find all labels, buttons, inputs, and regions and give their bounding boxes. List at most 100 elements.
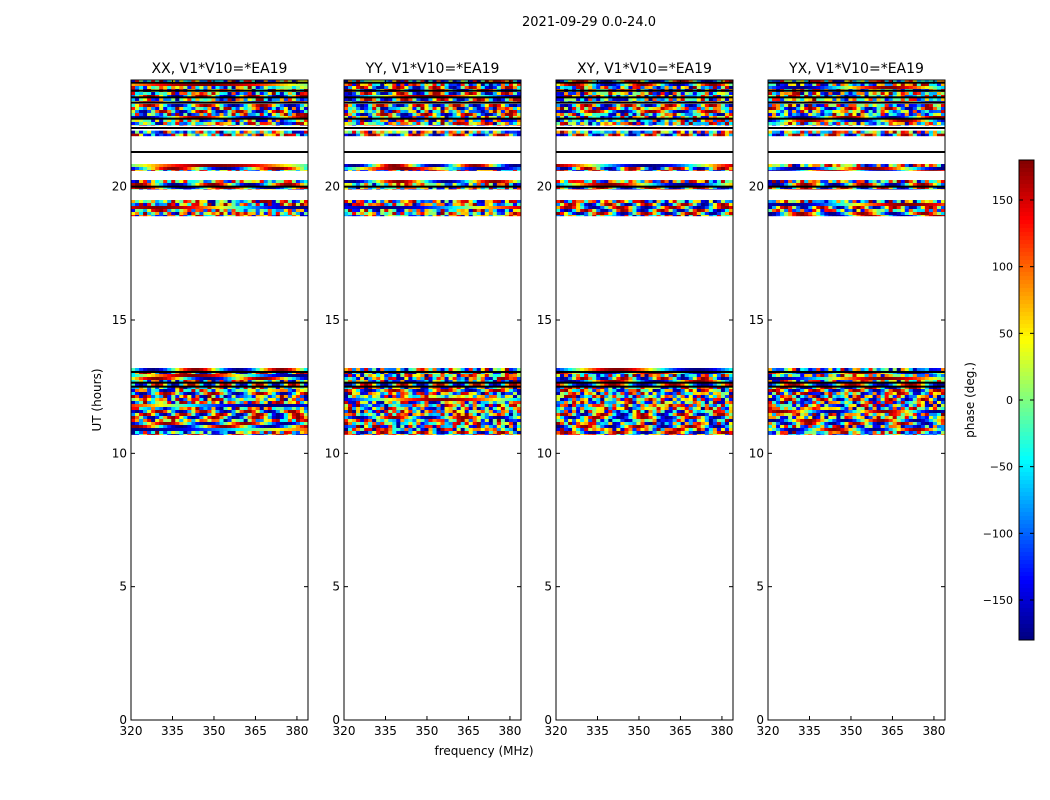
heatmap-cell bbox=[436, 164, 441, 168]
heatmap-cell bbox=[267, 395, 273, 399]
heatmap-cell bbox=[488, 368, 494, 372]
heatmap-cell bbox=[492, 130, 498, 134]
heatmap-cell bbox=[448, 110, 453, 114]
heatmap-cell bbox=[380, 183, 385, 187]
heatmap-cell bbox=[492, 98, 498, 102]
heatmap-cell bbox=[440, 98, 445, 102]
heatmap-cell bbox=[187, 119, 192, 123]
heatmap-cell bbox=[279, 83, 285, 87]
heatmap-cell bbox=[239, 92, 244, 96]
heatmap-cell bbox=[376, 104, 381, 108]
heatmap-cell bbox=[299, 167, 305, 171]
heatmap-cell bbox=[291, 170, 297, 171]
heatmap-cell bbox=[368, 203, 373, 207]
heatmap-cell bbox=[496, 107, 502, 111]
heatmap-cell bbox=[167, 125, 172, 126]
heatmap-cell bbox=[356, 200, 361, 204]
heatmap-cell bbox=[287, 368, 293, 372]
heatmap-cell bbox=[380, 215, 385, 217]
heatmap-cell bbox=[131, 407, 136, 411]
heatmap-cell bbox=[460, 428, 465, 432]
heatmap-cell bbox=[372, 107, 377, 111]
heatmap-cell bbox=[396, 200, 401, 204]
heatmap-cell bbox=[179, 434, 184, 435]
heatmap-cell bbox=[432, 110, 437, 114]
heatmap-cell bbox=[143, 398, 148, 402]
heatmap-cell bbox=[247, 392, 252, 396]
heatmap-cell bbox=[239, 209, 244, 213]
heatmap-cell bbox=[504, 434, 510, 435]
heatmap-cell bbox=[440, 404, 445, 408]
heatmap-cell bbox=[492, 200, 498, 204]
heatmap-cell bbox=[239, 215, 244, 217]
heatmap-cell bbox=[291, 212, 297, 216]
heatmap-cell bbox=[211, 110, 216, 114]
heatmap-cell bbox=[380, 107, 385, 111]
heatmap-cell bbox=[211, 86, 216, 90]
heatmap-cell bbox=[488, 164, 494, 168]
heatmap-cell bbox=[344, 368, 349, 372]
heatmap-cell bbox=[215, 389, 220, 393]
heatmap-cell bbox=[151, 86, 156, 90]
heatmap-cell bbox=[352, 189, 357, 190]
heatmap-cell bbox=[488, 119, 494, 123]
heatmap-cell bbox=[219, 380, 224, 384]
heatmap-cell bbox=[384, 425, 389, 429]
heatmap-cell bbox=[392, 404, 397, 408]
heatmap-cell bbox=[448, 116, 453, 120]
heatmap-cell bbox=[468, 98, 474, 102]
heatmap-cell bbox=[135, 83, 140, 87]
heatmap-cell bbox=[163, 428, 168, 432]
heatmap-cell bbox=[255, 212, 261, 216]
heatmap-cell bbox=[492, 203, 498, 207]
heatmap-cell bbox=[223, 107, 228, 111]
heatmap-cell bbox=[295, 422, 301, 426]
heatmap-cell bbox=[251, 183, 256, 187]
heatmap-cell bbox=[251, 404, 256, 408]
heatmap-cell bbox=[348, 389, 353, 393]
heatmap-cell bbox=[271, 383, 277, 387]
heatmap-cell bbox=[151, 167, 156, 171]
heatmap-cell bbox=[251, 133, 256, 137]
heatmap-cell bbox=[392, 110, 397, 114]
heatmap-cell bbox=[279, 110, 285, 114]
heatmap-cell bbox=[436, 183, 441, 187]
heatmap-cell bbox=[344, 395, 349, 399]
heatmap-cell bbox=[295, 431, 301, 435]
heatmap-cell bbox=[436, 212, 441, 216]
heatmap-cell bbox=[368, 398, 373, 402]
heatmap-cell bbox=[295, 200, 301, 204]
heatmap-cell bbox=[448, 80, 453, 84]
heatmap-cell bbox=[203, 104, 208, 108]
heatmap-cell bbox=[364, 98, 369, 102]
heatmap-cell bbox=[676, 374, 681, 378]
heatmap-cell bbox=[155, 167, 160, 171]
heatmap-cell bbox=[496, 401, 502, 405]
heatmap-cell bbox=[356, 98, 361, 102]
y-tick-label: 5 bbox=[119, 580, 127, 594]
heatmap-cell bbox=[508, 113, 514, 117]
heatmap-cell bbox=[147, 419, 152, 423]
heatmap-cell bbox=[468, 392, 474, 396]
heatmap-cell bbox=[287, 107, 293, 111]
heatmap-cell bbox=[584, 377, 589, 381]
heatmap-cell bbox=[155, 110, 160, 114]
heatmap-cell bbox=[159, 167, 164, 171]
heatmap-cell bbox=[568, 377, 573, 381]
heatmap-cell bbox=[348, 200, 353, 204]
heatmap-cell bbox=[135, 410, 140, 414]
heatmap-cell bbox=[299, 98, 305, 102]
heatmap-cell bbox=[464, 380, 469, 384]
heatmap-cell bbox=[384, 98, 389, 102]
heatmap-cell bbox=[211, 404, 216, 408]
heatmap-cell bbox=[195, 189, 200, 190]
heatmap-cell bbox=[139, 206, 144, 210]
heatmap-cell bbox=[215, 180, 220, 184]
heatmap-cell bbox=[432, 170, 437, 171]
heatmap-cell bbox=[368, 170, 373, 171]
heatmap-cell bbox=[416, 130, 421, 134]
flagged-row bbox=[131, 385, 308, 388]
heatmap-cell bbox=[516, 203, 522, 207]
heatmap-cell bbox=[428, 180, 433, 184]
